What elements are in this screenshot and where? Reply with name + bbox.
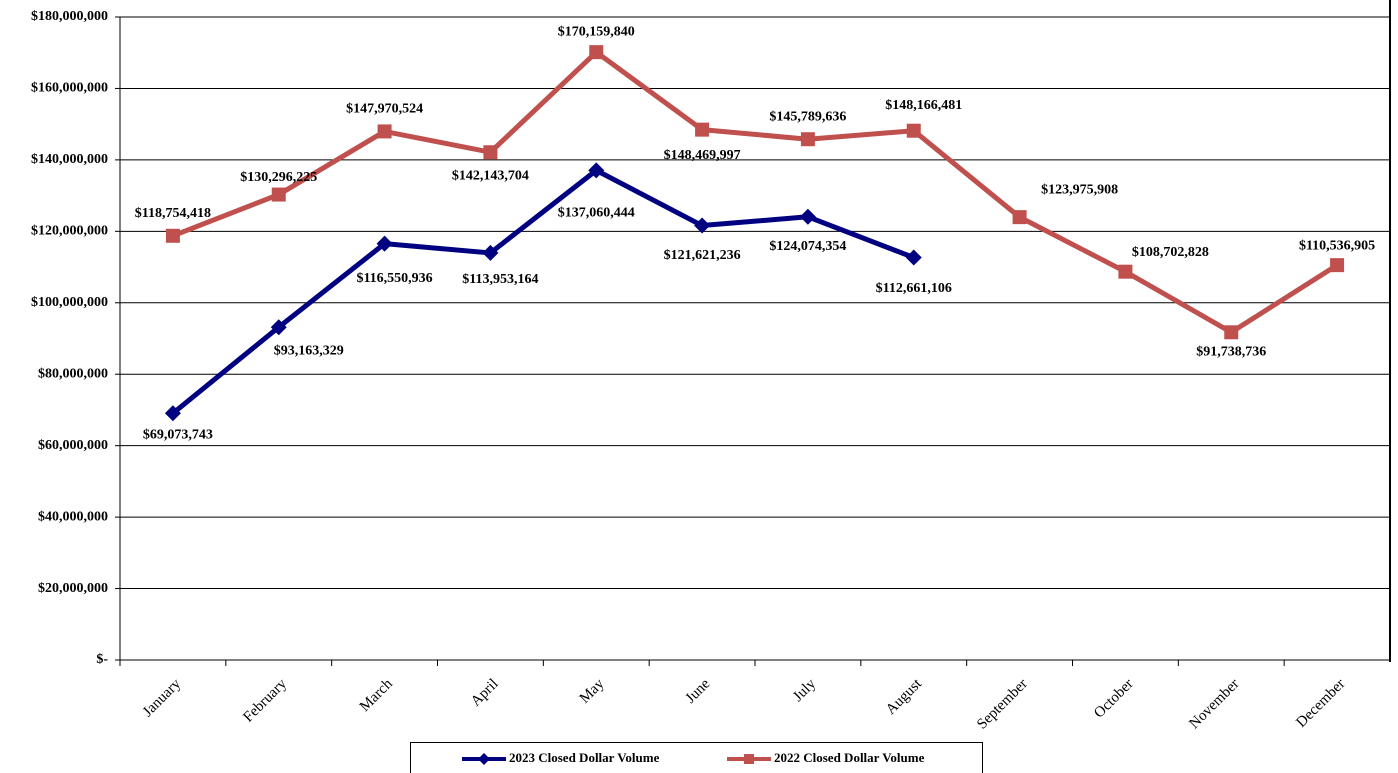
y-tick-label: $140,000,000 <box>31 152 108 167</box>
point <box>800 132 815 147</box>
x-tick-label: February <box>240 676 290 726</box>
data-label: $112,661,106 <box>876 281 952 296</box>
data-label: $91,738,736 <box>1196 345 1266 360</box>
data-label: $123,975,908 <box>1041 182 1118 197</box>
point <box>1224 325 1239 340</box>
point <box>1118 264 1133 279</box>
y-tick-label: $- <box>96 652 108 667</box>
point <box>376 235 393 252</box>
legend-label: 2022 Closed Dollar Volume <box>774 750 925 765</box>
x-tick-label: July <box>790 676 819 705</box>
x-tick-label: November <box>1186 676 1242 732</box>
point <box>164 405 181 422</box>
series-line <box>172 49 1339 335</box>
y-tick-label: $100,000,000 <box>31 295 108 310</box>
data-label: $145,789,636 <box>769 109 846 124</box>
point <box>1330 258 1345 273</box>
x-tick-label: October <box>1091 676 1136 721</box>
point <box>694 217 711 234</box>
data-label: $121,621,236 <box>664 248 741 263</box>
data-label: $118,754,418 <box>135 206 211 221</box>
y-tick-label: $80,000,000 <box>38 366 108 381</box>
data-label: $69,073,743 <box>143 427 213 442</box>
legend-label: 2023 Closed Dollar Volume <box>509 750 660 765</box>
y-tick-label: $160,000,000 <box>31 81 108 96</box>
data-label: $116,550,936 <box>356 271 432 286</box>
point <box>906 123 921 138</box>
y-tick-label: $120,000,000 <box>31 224 108 239</box>
series-line <box>171 167 915 416</box>
x-tick-label: March <box>357 676 396 715</box>
point <box>1012 210 1027 225</box>
x-tick-label: May <box>577 676 608 707</box>
point <box>165 228 180 243</box>
data-label: $113,953,164 <box>462 272 538 287</box>
legend-marker <box>744 754 754 764</box>
data-label: $93,163,329 <box>274 343 344 358</box>
y-tick-label: $180,000,000 <box>31 9 108 24</box>
y-tick-label: $40,000,000 <box>38 509 108 524</box>
x-tick-label: August <box>883 675 926 718</box>
data-label: $142,143,704 <box>452 168 529 183</box>
point <box>589 45 604 60</box>
x-tick-label: December <box>1293 676 1348 731</box>
data-label: $124,074,354 <box>769 239 846 254</box>
x-tick-label: January <box>140 676 185 721</box>
point <box>377 124 392 139</box>
point <box>482 244 499 261</box>
x-tick-label: April <box>468 676 502 710</box>
point <box>695 122 710 137</box>
data-label: $108,702,828 <box>1132 245 1209 260</box>
x-tick-label: September <box>974 676 1031 733</box>
point <box>271 187 286 202</box>
y-tick-label: $20,000,000 <box>38 581 108 596</box>
point <box>905 249 922 266</box>
data-label: $137,060,444 <box>558 206 635 221</box>
data-label: $130,296,225 <box>240 170 317 185</box>
data-label: $110,536,905 <box>1299 238 1375 253</box>
data-label: $148,166,481 <box>885 98 962 113</box>
x-tick-label: June <box>683 676 714 707</box>
y-tick-label: $60,000,000 <box>38 438 108 453</box>
point <box>483 145 498 160</box>
legend-marker <box>478 753 490 765</box>
data-label: $170,159,840 <box>558 24 635 39</box>
point <box>270 319 287 336</box>
data-label: $148,469,997 <box>664 148 741 163</box>
data-label: $147,970,524 <box>346 102 423 117</box>
point <box>799 208 816 225</box>
point <box>588 162 605 179</box>
